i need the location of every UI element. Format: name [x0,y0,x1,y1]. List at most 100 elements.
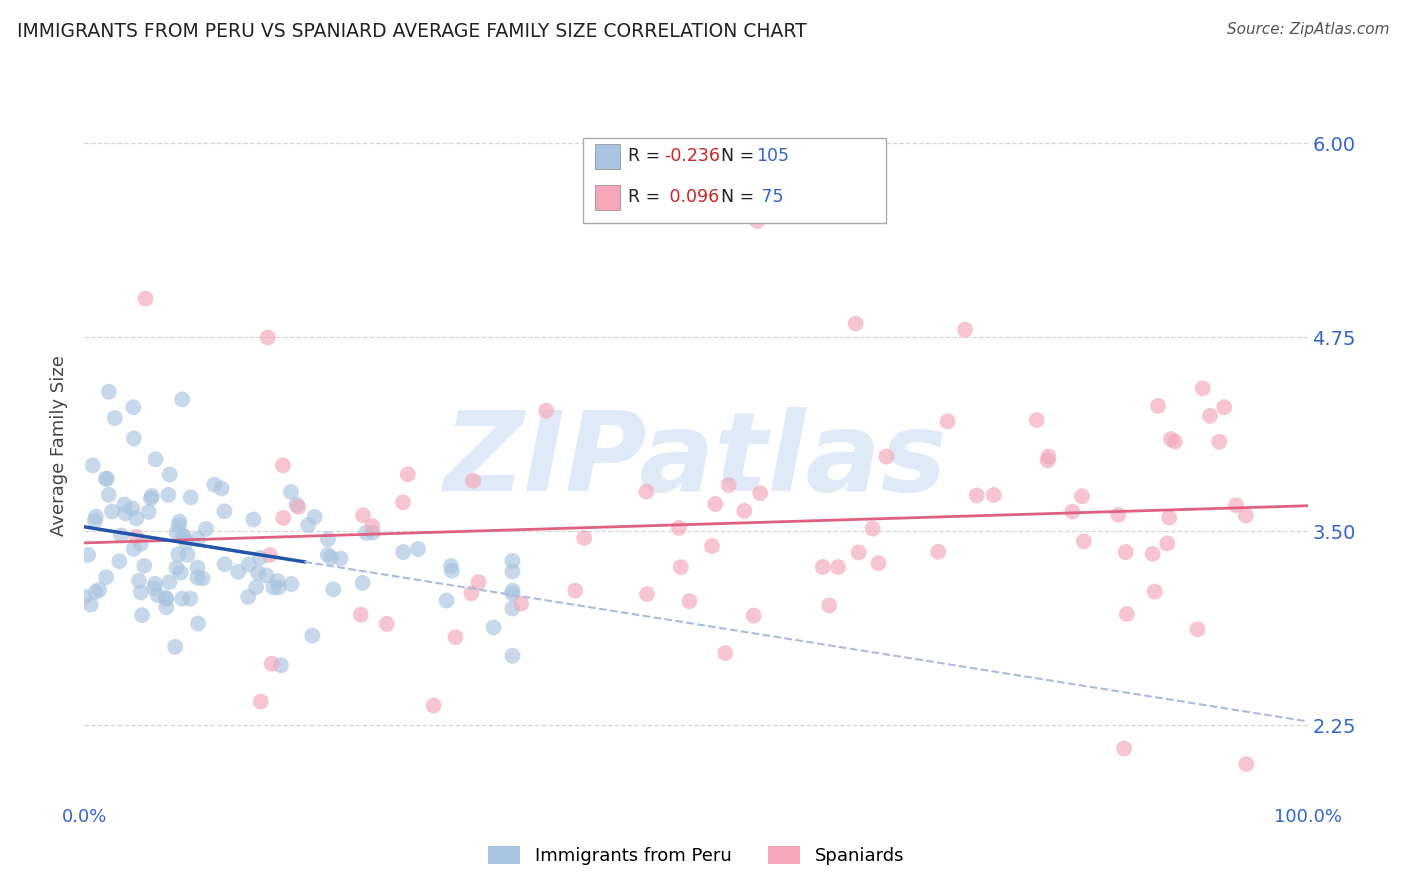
Point [187,616,209,631]
Point [260,657,283,671]
Point [747,214,769,228]
Point [1213,401,1236,415]
Point [129,585,152,599]
Point [262,581,284,595]
Point [534,403,557,417]
Point [636,587,658,601]
Point [316,532,339,546]
Point [141,489,163,503]
Point [129,537,152,551]
Point [297,518,319,533]
Point [96,570,118,584]
Point [128,574,150,588]
Point [122,401,145,415]
Point [145,452,167,467]
Text: Source: ZipAtlas.com: Source: ZipAtlas.com [1226,22,1389,37]
Point [482,620,505,634]
Point [396,467,419,482]
Point [422,698,444,713]
Point [131,608,153,623]
Text: -0.236: -0.236 [664,147,720,165]
Point [187,532,209,546]
Point [257,330,280,344]
Point [983,488,1005,502]
Point [749,486,772,500]
Point [194,522,217,536]
Point [1236,757,1258,772]
Point [502,648,524,663]
Point [811,560,834,574]
Point [375,616,398,631]
Point [112,498,135,512]
Point [1225,498,1247,512]
Point [84,509,107,524]
Point [179,591,201,606]
Point [226,565,249,579]
Point [461,474,484,488]
Point [927,545,949,559]
Point [174,535,197,549]
Point [146,588,169,602]
Point [176,548,198,562]
Legend: Immigrants from Peru, Spaniards: Immigrants from Peru, Spaniards [481,838,911,872]
Point [172,529,194,543]
Point [155,591,177,606]
Point [818,599,841,613]
Point [350,607,373,622]
Point [167,547,190,561]
Point [266,574,288,588]
Point [1114,741,1136,756]
Point [361,525,384,540]
Point [114,506,136,520]
Point [1187,623,1209,637]
Text: N =: N = [721,188,761,206]
Point [352,508,374,523]
Text: 75: 75 [756,188,785,206]
Point [202,477,225,491]
Point [862,522,884,536]
Point [574,531,596,545]
Point [169,515,191,529]
Point [845,317,868,331]
Text: 105: 105 [756,147,789,165]
Point [502,587,524,601]
Point [319,550,342,565]
Point [440,558,463,573]
Point [242,512,264,526]
Point [301,629,323,643]
Point [392,545,415,559]
Point [134,558,156,573]
Point [502,565,524,579]
Point [173,529,195,543]
Point [121,501,143,516]
Point [73,590,96,604]
Point [214,504,236,518]
Point [238,558,260,572]
Point [1115,545,1137,559]
Point [510,597,533,611]
Point [1025,413,1047,427]
Point [352,575,374,590]
Point [267,581,290,595]
Point [135,292,157,306]
Point [1160,432,1182,446]
Point [280,577,302,591]
Point [444,630,467,644]
Point [159,467,181,482]
Point [94,472,117,486]
Point [97,488,120,502]
Point [285,498,308,512]
Point [155,600,177,615]
Point [172,591,194,606]
Point [122,432,145,446]
Point [1073,534,1095,549]
Point [322,582,344,597]
Point [180,491,202,505]
Point [1143,584,1166,599]
Point [236,590,259,604]
Point [186,560,208,574]
Point [1142,547,1164,561]
Point [1156,536,1178,550]
Point [564,583,586,598]
Point [329,551,352,566]
